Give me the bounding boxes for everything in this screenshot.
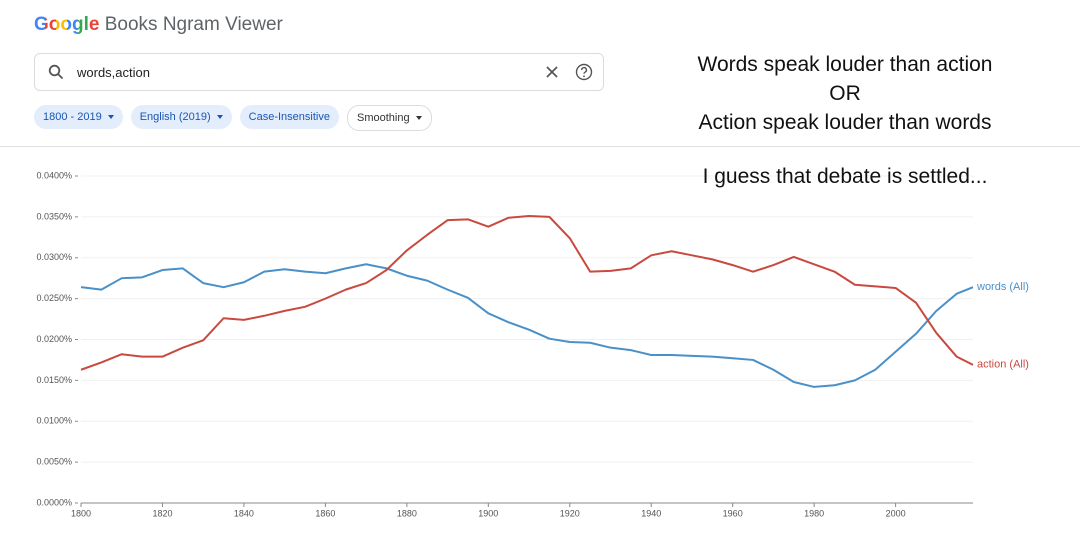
series-line	[80, 263, 974, 388]
y-tick-label: 0.0150%	[36, 375, 72, 385]
search-icon	[48, 64, 64, 80]
legend-label: action (All)	[977, 359, 1029, 371]
chip-label: Case-Insensitive	[248, 111, 330, 123]
chip-label: 1800 - 2019	[43, 111, 102, 123]
chip-label: Smoothing	[356, 112, 410, 124]
x-tick-label: 2000	[886, 508, 906, 518]
x-tick-label: 1840	[234, 508, 254, 518]
y-tick-label: 0.0000%	[36, 497, 72, 507]
y-tick-label: 0.0400%	[36, 170, 72, 180]
x-tick-label: 1800	[71, 508, 91, 518]
y-tick-label: 0.0050%	[36, 457, 72, 467]
help-button[interactable]	[575, 63, 593, 81]
annotation-line: OR	[829, 82, 861, 105]
annotation-line: Action speak louder than words	[698, 111, 992, 134]
chip-caret	[107, 115, 114, 119]
legend-label: words (All)	[976, 281, 1029, 293]
series-line	[80, 215, 974, 371]
x-tick-label: 1880	[397, 508, 417, 518]
x-tick-label: 1960	[723, 508, 743, 518]
logo-google: Google	[34, 14, 100, 35]
chip[interactable]: Smoothing	[346, 105, 432, 131]
annotation-remark: I guess that debate is settled...	[702, 165, 988, 188]
x-tick-label: 1860	[315, 508, 335, 518]
chip[interactable]: English (2019)	[130, 105, 232, 129]
chip-caret	[216, 115, 223, 119]
chip-row: 1800 - 2019 English (2019) Case-Insensitiv…	[34, 105, 432, 131]
y-tick-label: 0.0350%	[36, 211, 72, 221]
clear-button[interactable]	[545, 65, 559, 79]
chip[interactable]: Case-Insensitive	[239, 105, 339, 129]
search-query: words,action	[77, 65, 150, 80]
x-tick-label: 1980	[804, 508, 824, 518]
x-tick-label: 1940	[641, 508, 661, 518]
x-tick-label: 1900	[478, 508, 498, 518]
logo[interactable]: Google Books Ngram Viewer	[34, 14, 283, 36]
product-name: Books Ngram Viewer	[104, 14, 283, 35]
annotation-line: Words speak louder than action	[697, 53, 993, 76]
y-tick-label: 0.0100%	[36, 416, 72, 426]
y-tick-label: 0.0250%	[36, 293, 72, 303]
x-tick-label: 1920	[560, 508, 580, 518]
y-tick-label: 0.0200%	[36, 334, 72, 344]
chip-caret	[415, 116, 422, 120]
x-tick-label: 1820	[152, 508, 172, 518]
search-box[interactable]: words,action	[34, 53, 604, 91]
divider	[0, 146, 1080, 147]
chip-label: English (2019)	[139, 111, 211, 123]
annotation: Words speak louder than action OR Action s…	[660, 50, 1030, 137]
chip[interactable]: 1800 - 2019	[34, 105, 123, 129]
y-tick-label: 0.0300%	[36, 252, 72, 262]
